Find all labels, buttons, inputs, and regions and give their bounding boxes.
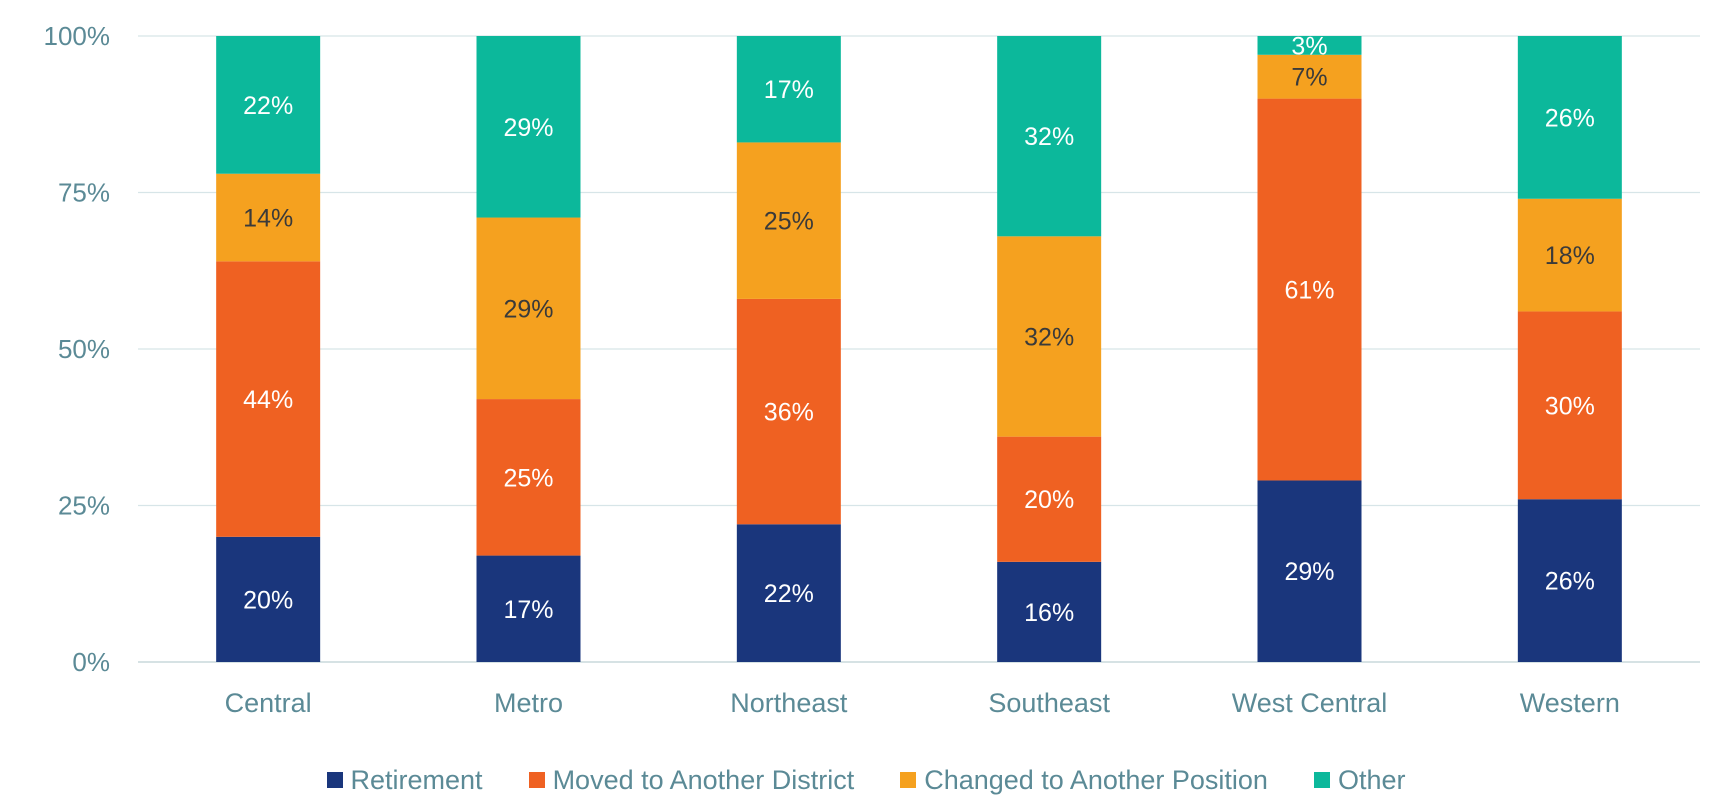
bar-segment [1257,480,1362,662]
x-tick-label: Northeast [730,688,848,718]
data-label: 16% [1024,599,1074,627]
x-tick-label: Southeast [988,688,1110,718]
y-tick-label: 50% [58,334,110,364]
data-label: 30% [1545,392,1595,420]
data-label: 29% [503,295,553,323]
bars [216,36,1622,662]
data-label: 3% [1291,32,1327,60]
x-axis-ticks: Central Metro Northeast Southeast West Centr… [225,688,1620,718]
data-label: 29% [503,114,553,142]
bar-segment [216,173,321,262]
data-label: 7% [1291,64,1327,92]
bar-segment [1257,98,1362,481]
bar-segment [216,36,321,174]
legend-swatch [326,772,343,788]
y-tick-label: 25% [58,491,110,521]
bar-segment [1517,499,1622,662]
legend-item: Changed to Another Position [900,765,1268,796]
bar-segment [1517,311,1622,500]
data-label: 61% [1284,277,1334,305]
legend-swatch [1313,772,1330,788]
data-label: 32% [1024,323,1074,351]
data-label: 14% [243,205,293,233]
data-label: 25% [764,208,814,236]
x-tick-label: Central [225,688,312,718]
bar-segment [997,236,1102,437]
bar-segment [216,261,321,537]
legend-label: Moved to Another District [552,764,855,795]
data-label: 17% [503,596,553,624]
bar-segment [736,524,841,662]
bar-segment [736,36,841,143]
bar-segment [1257,54,1362,99]
x-tick-label: West Central [1232,688,1388,718]
legend-label: Other [1337,764,1406,795]
bar-segment [1517,198,1622,312]
data-label: 17% [764,76,814,104]
data-label: 22% [243,92,293,120]
bar-segment [476,36,581,218]
bar-segment [736,298,841,525]
bar-segment [216,536,321,662]
bar-segment [1257,36,1362,55]
bar-segment [476,555,581,662]
bar-segment [476,217,581,400]
y-tick-label: 0% [72,647,110,677]
legend-label: Changed to Another Position [924,764,1268,795]
data-label: 25% [503,464,553,492]
data-label: 22% [764,580,814,608]
x-tick-label: Metro [494,688,563,718]
legend-label: Retirement [350,764,483,795]
data-label: 29% [1284,558,1334,586]
bar-segment [736,142,841,299]
data-label: 26% [1545,568,1595,596]
legend-item: Other [1313,764,1406,796]
data-label: 26% [1545,104,1595,132]
y-tick-label: 100% [44,21,111,51]
x-tick-label: Western [1520,688,1620,718]
gridlines [138,35,1700,663]
y-axis-ticks: 0% 25% 50% 75% 100% [44,21,111,677]
legend-swatch [528,772,545,788]
legend-item: Retirement [326,764,483,796]
data-label: 20% [243,586,293,614]
bar-segment [1517,36,1622,199]
bar-segment [476,399,581,556]
y-tick-label: 75% [58,178,110,208]
chart-legend: Retirement Moved to Another District Chang… [0,760,1712,800]
data-labels: 20% 44% 14% 22% 17% 25% 29% 29% 22% 36% 25% 17% 16% 2… [243,32,1595,627]
bar-segment [997,436,1102,562]
bar-segment [997,36,1102,237]
chart-canvas: 0% 25% 50% 75% 100% 20% 44% 14% 22% 17% 25% 29% 29%… [44,21,1700,718]
bar-segment [997,561,1102,662]
data-label: 20% [1024,486,1074,514]
legend-item: Moved to Another District [528,764,855,796]
data-label: 44% [243,386,293,414]
data-label: 18% [1545,242,1595,270]
legend-swatch [900,772,917,788]
data-label: 32% [1024,123,1074,151]
data-label: 36% [764,399,814,427]
